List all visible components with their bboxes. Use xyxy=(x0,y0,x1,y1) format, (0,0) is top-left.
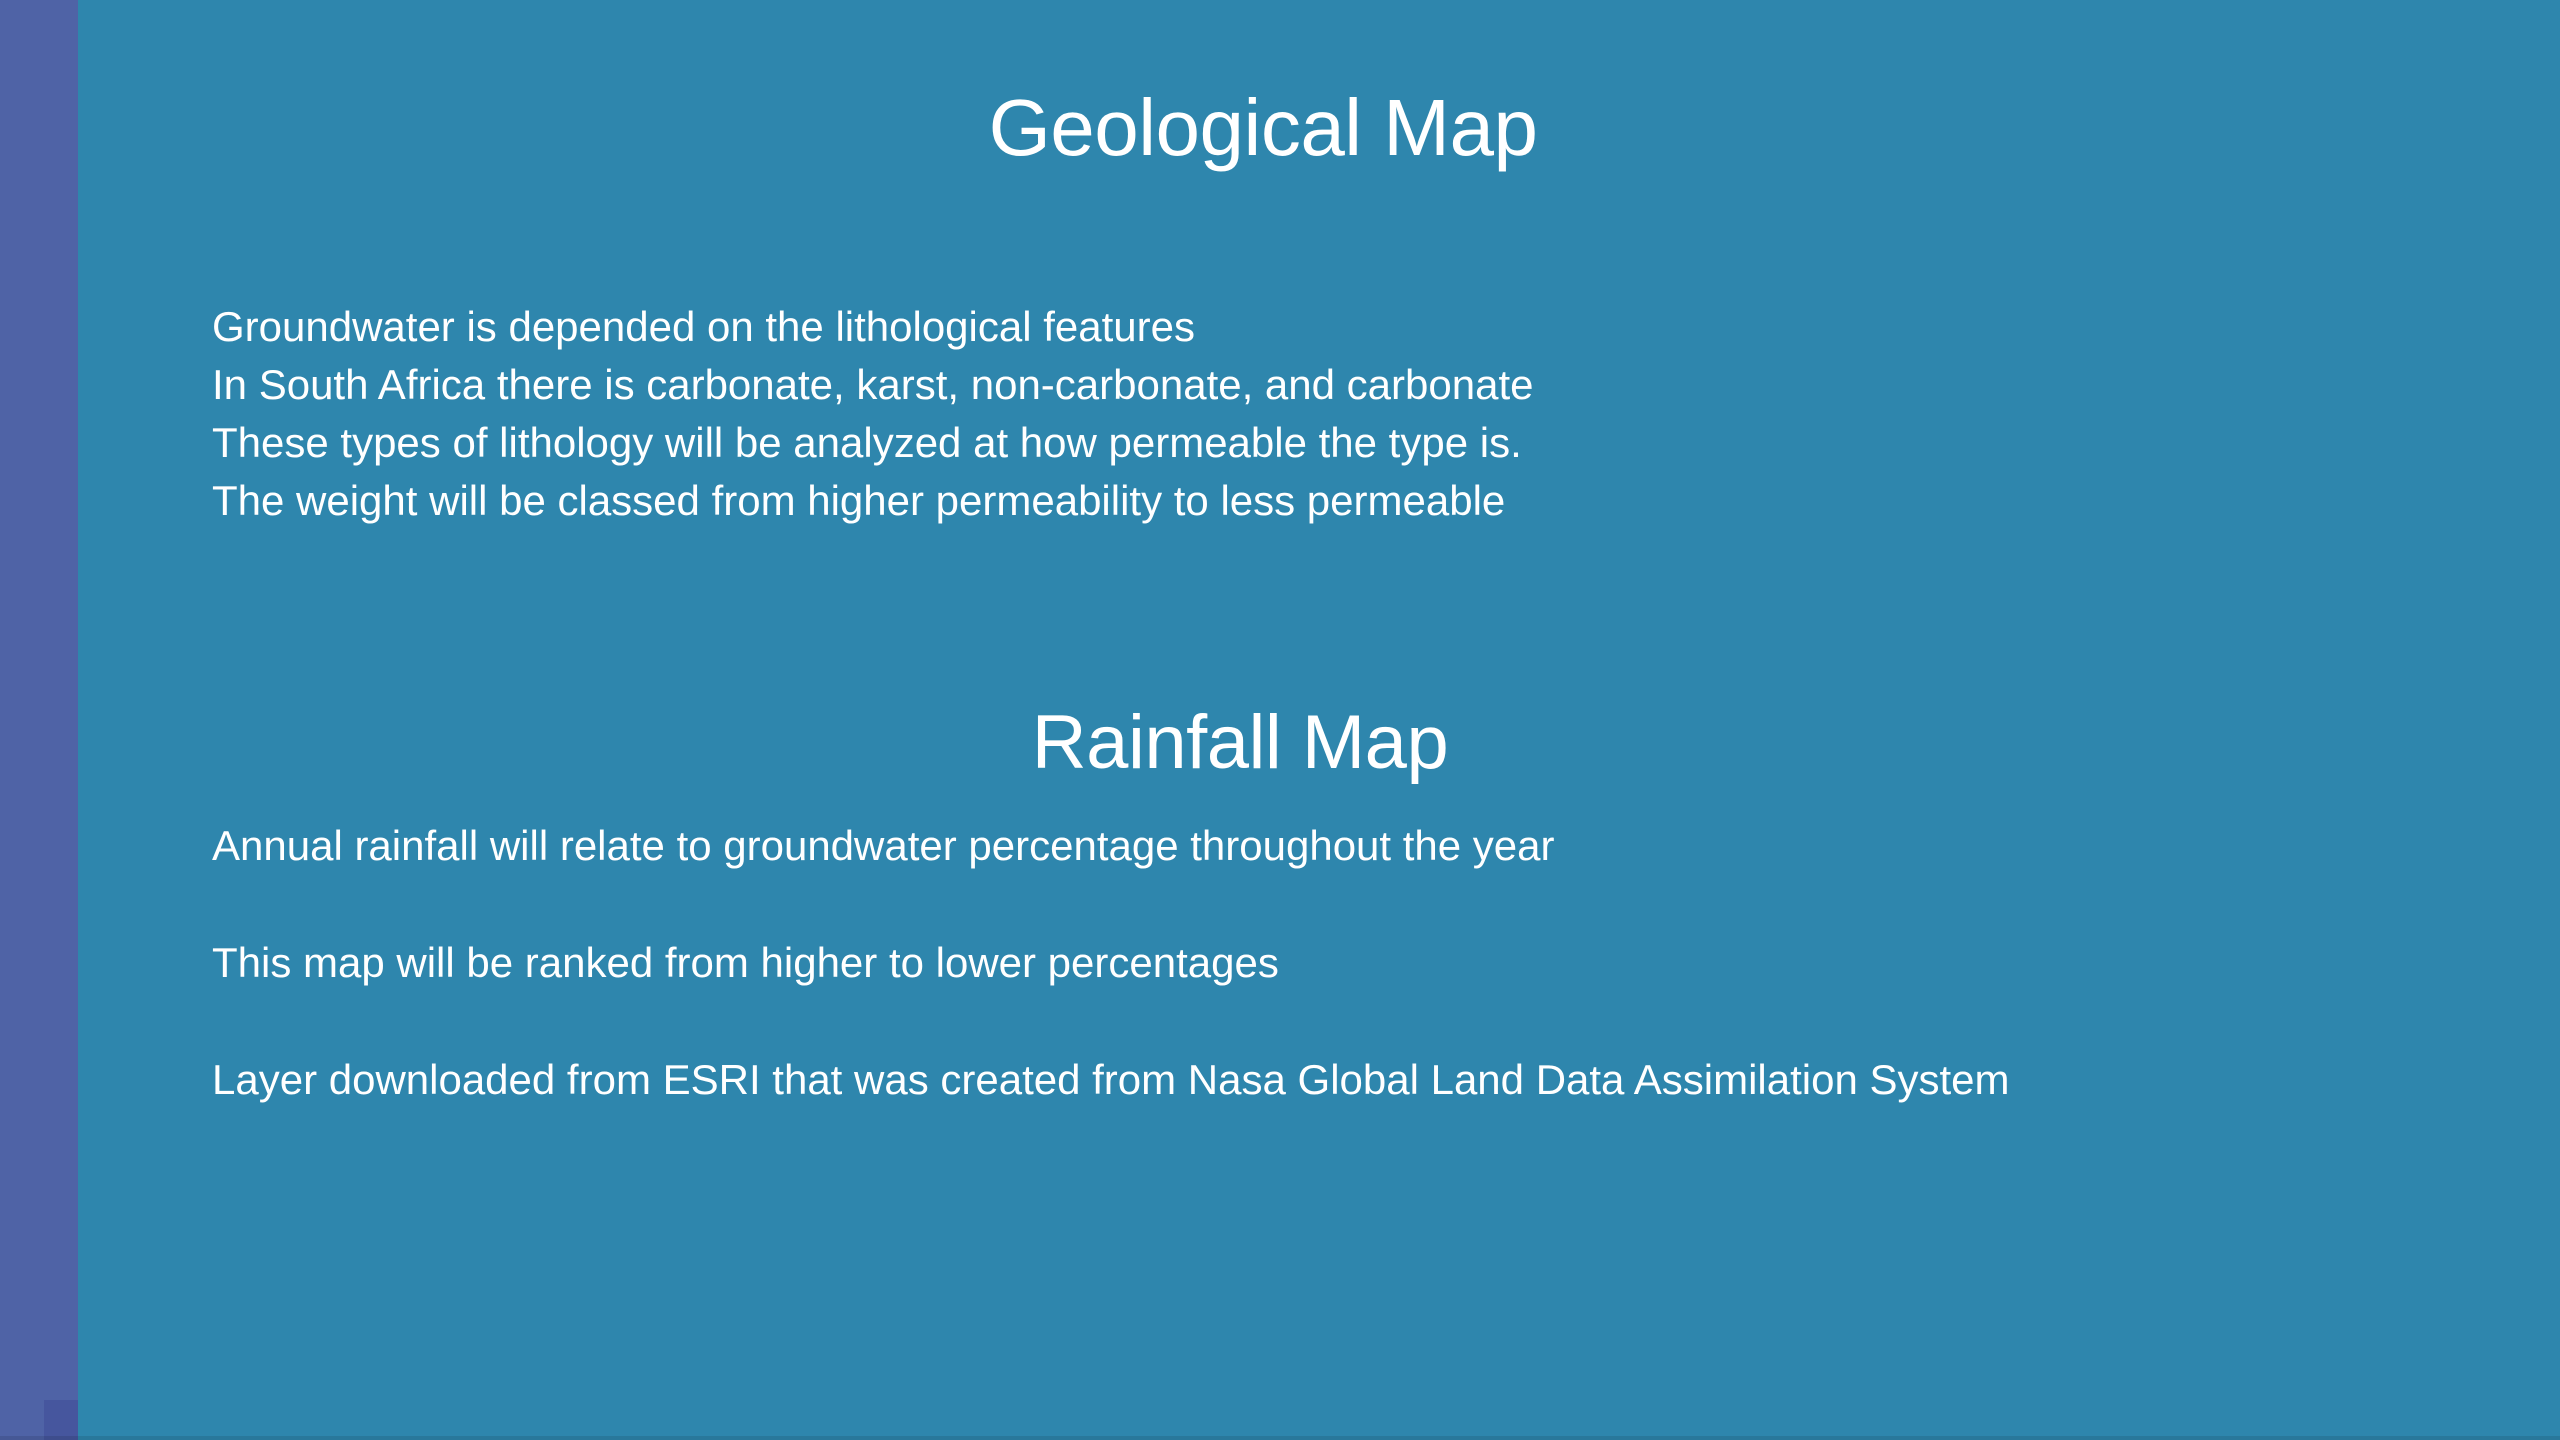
note-line: These types of lithology will be analyze… xyxy=(212,419,1522,466)
geological-map-notes: Groundwater is depended on the lithologi… xyxy=(212,298,1533,530)
note-line: The weight will be classed from higher p… xyxy=(212,477,1506,524)
rainfall-map-title: Rainfall Map xyxy=(1031,699,1449,785)
left-accent-band xyxy=(0,0,78,1440)
note-line: In South Africa there is carbonate, kars… xyxy=(212,361,1534,408)
rainfall-map-notes: Annual rainfall will relate to groundwat… xyxy=(212,817,2010,1168)
note-paragraph: This map will be ranked from higher to l… xyxy=(212,939,1279,986)
slide-bottom-edge xyxy=(0,1436,2560,1440)
note-line: Groundwater is depended on the lithologi… xyxy=(212,303,1195,350)
geological-map-title: Geological Map xyxy=(988,82,1538,172)
note-paragraph: Annual rainfall will relate to groundwat… xyxy=(212,822,1555,869)
note-paragraph: Layer downloaded from ESRI that was crea… xyxy=(212,1056,2010,1103)
bottom-accent-square xyxy=(44,1400,78,1440)
